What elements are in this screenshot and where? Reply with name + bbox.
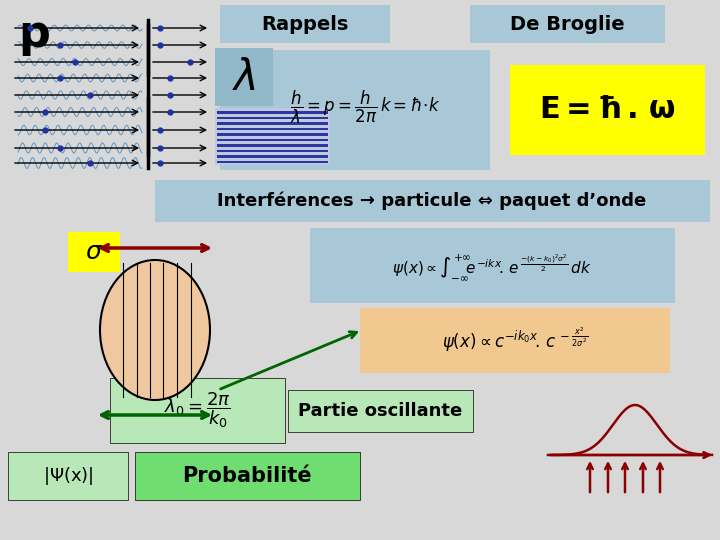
Text: Partie oscillante: Partie oscillante: [298, 402, 462, 420]
Bar: [510, 65, 705, 155]
Bar: [8, 452, 128, 500]
Text: $\dfrac{h}{\lambda} = p = \dfrac{h}{2\pi}\,k = \hbar\!\cdot\!k$: $\dfrac{h}{\lambda} = p = \dfrac{h}{2\pi…: [290, 89, 440, 126]
Bar: [135, 452, 360, 500]
Text: $\lambda_0 = \dfrac{2\pi}{k_0}$: $\lambda_0 = \dfrac{2\pi}{k_0}$: [163, 390, 230, 430]
Bar: [217, 127, 328, 130]
Text: $\sigma$: $\sigma$: [85, 240, 103, 264]
Bar: [110, 378, 285, 443]
Bar: [215, 108, 330, 165]
Bar: [217, 122, 328, 125]
Bar: [155, 180, 710, 222]
Text: $\lambda$: $\lambda$: [232, 57, 256, 99]
Bar: [220, 5, 390, 43]
Bar: [217, 117, 328, 119]
Bar: [217, 144, 328, 146]
Text: De Broglie: De Broglie: [510, 16, 624, 35]
Text: $\mathbf{p}$: $\mathbf{p}$: [18, 15, 50, 58]
Bar: [217, 133, 328, 136]
Text: $\mathbf{E = \hbar\,.\,\omega}$: $\mathbf{E = \hbar\,.\,\omega}$: [539, 94, 675, 125]
Bar: [217, 150, 328, 152]
Bar: [217, 111, 328, 113]
Bar: [288, 390, 473, 432]
Text: $\psi(x) \propto c^{-ik_0 x}\!.\,c^{\,-\frac{x^2}{2\sigma^2}}$: $\psi(x) \propto c^{-ik_0 x}\!.\,c^{\,-\…: [442, 326, 588, 354]
Text: $|\Psi(\mathrm{x})|$: $|\Psi(\mathrm{x})|$: [42, 465, 94, 487]
Bar: [68, 232, 120, 272]
Text: Probabilité: Probabilité: [182, 466, 312, 486]
Bar: [217, 155, 328, 158]
Bar: [310, 228, 675, 303]
Bar: [217, 138, 328, 141]
Text: $\psi(x) \propto \int_{-\infty}^{+\infty}\!\! e^{-ikx}\!.\,e^{\,\frac{-(k-k_0)^2: $\psi(x) \propto \int_{-\infty}^{+\infty…: [392, 252, 592, 282]
Text: Interférences → particule ⇔ paquet d’onde: Interférences → particule ⇔ paquet d’ond…: [217, 192, 647, 210]
Text: Rappels: Rappels: [261, 16, 348, 35]
Bar: [360, 308, 670, 373]
Bar: [215, 48, 273, 106]
Bar: [217, 160, 328, 163]
Ellipse shape: [100, 260, 210, 400]
Bar: [220, 50, 490, 170]
Bar: [470, 5, 665, 43]
